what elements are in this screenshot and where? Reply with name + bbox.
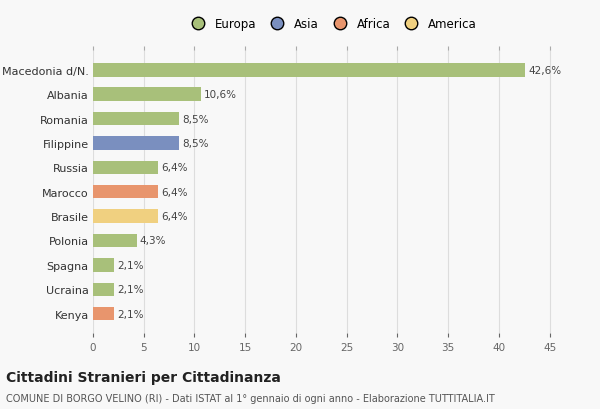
Text: 2,1%: 2,1%	[118, 309, 144, 319]
Text: 4,3%: 4,3%	[140, 236, 166, 246]
Bar	[93, 307, 115, 321]
Legend: Europa, Asia, Africa, America: Europa, Asia, Africa, America	[183, 15, 480, 35]
Text: 2,1%: 2,1%	[118, 260, 144, 270]
Bar	[93, 234, 137, 247]
Text: 8,5%: 8,5%	[182, 114, 209, 124]
Bar	[93, 258, 115, 272]
Text: COMUNE DI BORGO VELINO (RI) - Dati ISTAT al 1° gennaio di ogni anno - Elaborazio: COMUNE DI BORGO VELINO (RI) - Dati ISTAT…	[6, 393, 495, 403]
Bar	[93, 283, 115, 296]
Text: Cittadini Stranieri per Cittadinanza: Cittadini Stranieri per Cittadinanza	[6, 370, 281, 384]
Text: 42,6%: 42,6%	[529, 66, 562, 76]
Bar	[93, 64, 526, 77]
Text: 6,4%: 6,4%	[161, 211, 187, 222]
Bar	[93, 112, 179, 126]
Text: 6,4%: 6,4%	[161, 163, 187, 173]
Text: 6,4%: 6,4%	[161, 187, 187, 197]
Bar	[93, 88, 200, 102]
Text: 2,1%: 2,1%	[118, 285, 144, 294]
Text: 10,6%: 10,6%	[203, 90, 236, 100]
Text: 8,5%: 8,5%	[182, 139, 209, 148]
Bar	[93, 161, 158, 175]
Bar	[93, 137, 179, 150]
Bar	[93, 186, 158, 199]
Bar	[93, 210, 158, 223]
